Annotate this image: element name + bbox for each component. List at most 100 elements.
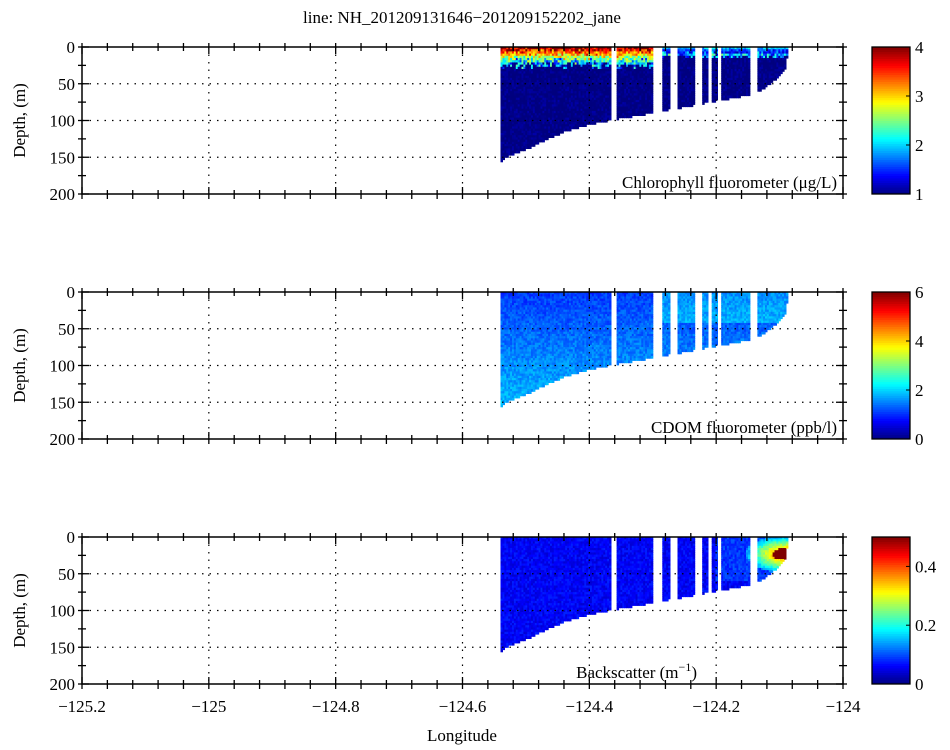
section-cell	[624, 80, 627, 83]
section-cell	[536, 99, 540, 103]
section-cell	[757, 69, 760, 72]
section-cell	[768, 64, 772, 68]
section-cell	[725, 91, 728, 94]
section-cell	[648, 60, 652, 63]
section-cell	[521, 314, 524, 317]
section-cell	[527, 307, 530, 311]
section-cell	[730, 53, 734, 57]
section-cell	[525, 69, 528, 72]
section-cell	[586, 55, 589, 59]
section-cell	[572, 91, 576, 94]
section-cell	[512, 351, 515, 355]
colorbar-swatch	[872, 63, 910, 66]
section-cell	[631, 53, 635, 57]
section-cell	[525, 362, 528, 366]
section-cell	[569, 75, 572, 79]
section-cell	[536, 119, 540, 123]
section-cell	[563, 86, 566, 90]
section-cell	[527, 300, 530, 304]
section-cell	[512, 342, 515, 346]
section-cell	[713, 51, 717, 55]
section-cell	[768, 82, 772, 86]
section-cell	[527, 51, 530, 55]
section-cell	[527, 58, 530, 61]
section-cell	[599, 104, 602, 108]
section-cell	[536, 53, 540, 57]
section-cell	[586, 53, 589, 57]
section-cell	[513, 382, 517, 386]
section-cell	[502, 402, 505, 406]
section-cell	[515, 137, 519, 141]
section-cell	[728, 47, 732, 50]
section-cell	[544, 75, 547, 79]
section-cell	[513, 62, 517, 66]
section-cell	[508, 117, 511, 121]
section-cell	[620, 86, 623, 90]
section-cell	[506, 358, 509, 361]
section-cell	[704, 77, 707, 81]
section-cell	[523, 325, 526, 328]
section-cell	[515, 331, 519, 335]
section-cell	[734, 95, 738, 99]
section-cell	[605, 60, 608, 63]
section-cell	[515, 84, 519, 88]
section-cell	[706, 77, 709, 81]
section-cell	[603, 102, 606, 105]
section-cell	[629, 104, 633, 108]
section-cell	[504, 150, 507, 154]
section-cell	[785, 55, 789, 59]
section-cell	[500, 300, 503, 304]
section-cell	[515, 150, 519, 154]
section-cell	[616, 75, 620, 79]
section-cell	[713, 64, 717, 68]
section-cell	[586, 104, 589, 108]
section-cell	[628, 49, 631, 52]
section-cell	[513, 393, 517, 397]
section-cell	[778, 64, 781, 68]
section-cell	[515, 367, 519, 370]
section-cell	[570, 55, 574, 59]
section-cell	[757, 62, 760, 66]
section-cell	[548, 49, 551, 52]
section-cell	[593, 62, 597, 66]
section-cell	[536, 137, 540, 141]
section-cell	[515, 47, 519, 50]
section-cell	[679, 99, 682, 103]
section-cell	[500, 119, 503, 123]
section-cell	[635, 84, 639, 88]
section-cell	[536, 139, 540, 143]
section-cell	[650, 62, 654, 66]
section-cell	[553, 93, 557, 97]
section-cell	[510, 97, 513, 101]
section-cell	[500, 58, 503, 61]
section-cell	[666, 47, 669, 50]
section-cell	[508, 322, 511, 326]
section-cell	[510, 77, 513, 81]
section-cell	[622, 93, 625, 97]
section-cell	[563, 122, 566, 125]
section-cell	[565, 51, 568, 55]
section-cell	[519, 331, 523, 335]
section-cell	[591, 84, 595, 88]
section-cell	[586, 95, 589, 99]
section-cell	[523, 86, 526, 90]
section-cell	[550, 95, 553, 99]
section-cell	[550, 75, 553, 79]
section-cell	[538, 104, 542, 108]
section-cell	[538, 75, 542, 79]
section-cell	[563, 75, 566, 79]
section-cell	[500, 93, 503, 97]
section-cell	[692, 99, 696, 103]
section-cell	[713, 91, 717, 94]
section-cell	[584, 66, 587, 70]
section-cell	[647, 69, 650, 72]
section-cell	[736, 95, 739, 99]
section-cell	[677, 62, 680, 66]
section-cell	[746, 60, 749, 63]
section-cell	[690, 47, 694, 50]
section-cell	[512, 298, 515, 302]
section-cell	[559, 130, 562, 134]
section-cell	[732, 64, 736, 68]
section-cell	[607, 51, 610, 55]
section-cell	[597, 119, 601, 123]
